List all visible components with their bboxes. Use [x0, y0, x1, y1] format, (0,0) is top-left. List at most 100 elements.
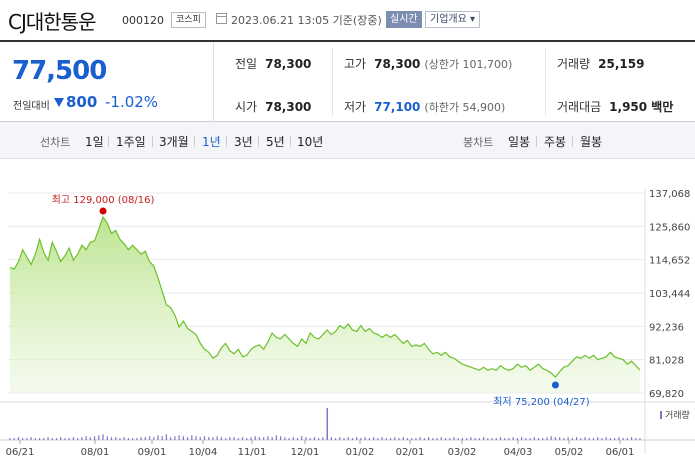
volume-bar — [347, 437, 349, 440]
volume-bar — [605, 437, 607, 440]
x-tick-label: 04/03 — [504, 447, 533, 458]
volume-bar — [427, 437, 430, 440]
realtime-button[interactable]: 실시간 — [386, 11, 422, 28]
x-tick-label: 12/01 — [291, 447, 320, 458]
divider — [332, 48, 333, 116]
volume-bar — [182, 436, 184, 440]
volume-bar — [351, 438, 354, 440]
stat-value: 77,100 — [374, 100, 421, 114]
volume-bar — [51, 438, 53, 440]
volume-bar — [394, 437, 396, 440]
volume-bar — [199, 437, 201, 440]
volume-bar — [318, 438, 320, 440]
current-price-panel: 77,500 전일대비 800 -1.02% — [0, 42, 214, 122]
volume-legend-label: 거래량 — [665, 411, 690, 421]
corp-info-dropdown[interactable]: 기업개요 ▾ — [425, 11, 480, 28]
volume-bar — [491, 438, 493, 440]
stock-code: 000120 — [122, 14, 164, 27]
volume-swatch — [660, 411, 662, 419]
volume-bar — [385, 438, 387, 440]
volume-bar — [292, 437, 294, 440]
volume-bar — [411, 438, 413, 440]
y-tick-label: 69,820 — [649, 389, 684, 400]
volume-bar — [487, 438, 489, 440]
volume-bar — [626, 438, 628, 440]
volume-bar — [216, 436, 218, 440]
candle-weekly[interactable]: 주봉 — [544, 135, 567, 149]
volume-bar — [432, 438, 434, 440]
candle-monthly[interactable]: 월봉 — [580, 135, 603, 149]
volume-bar — [13, 438, 15, 440]
period-5y[interactable]: 5년 — [266, 135, 285, 149]
volume-bar — [466, 438, 468, 440]
period-1y[interactable]: 1년 — [202, 135, 221, 149]
period-3y[interactable]: 3년 — [234, 135, 253, 149]
low-annotation: 최저 75,200 (04/27) — [493, 396, 589, 408]
period-10y[interactable]: 10년 — [297, 135, 324, 149]
volume-bar — [55, 438, 58, 440]
y-tick-label: 92,236 — [649, 322, 684, 333]
divider — [152, 136, 153, 147]
quote-datetime: 2023.06.21 13:05 기준(장중) — [231, 14, 382, 27]
price-line — [9, 215, 641, 378]
volume-spike-bar — [326, 407, 329, 440]
candle-daily[interactable]: 일봉 — [508, 135, 531, 149]
volume-bar — [588, 438, 590, 440]
volume-bar — [170, 437, 172, 440]
volume-bar — [136, 438, 138, 440]
volume-bar — [208, 437, 210, 440]
line-chart-label: 선차트 — [40, 136, 71, 149]
x-tick-label: 06/01 — [606, 447, 635, 458]
volume-bar — [186, 437, 189, 440]
volume-bar — [373, 437, 375, 440]
volume-bar — [263, 437, 265, 440]
x-tick-label: 02/01 — [396, 447, 425, 458]
stat-value: 78,300 — [265, 57, 312, 71]
volume-bar — [356, 437, 358, 440]
volume-bar — [68, 438, 70, 440]
volume-bar — [440, 437, 442, 440]
volume-bar — [635, 438, 637, 440]
price-chart-svg: 137,068 125,860 114,652 103,444 92,236 81,028… — [0, 189, 695, 458]
period-3m[interactable]: 3개월 — [159, 135, 189, 149]
volume-bars — [9, 407, 641, 440]
stat-prev-close: 전일 78,300 — [235, 55, 311, 72]
volume-bar — [609, 438, 612, 440]
volume-bar — [470, 437, 472, 440]
stock-name: CJ대한통운 — [8, 10, 96, 34]
y-tick-label: 114,652 — [649, 256, 690, 267]
period-selector: 선차트 1일 1주일 3개월 1년 3년 5년 10년 봉차트 일봉 주봉 월봉 — [0, 122, 695, 159]
x-tick-label: 10/04 — [189, 447, 218, 458]
stat-open: 시가 78,300 — [235, 98, 311, 115]
upper-limit: (상한가 101,700) — [424, 58, 513, 71]
current-price: 77,500 — [12, 56, 107, 86]
volume-bar — [559, 437, 561, 440]
x-tick-label: 01/02 — [346, 447, 375, 458]
volume-bar — [542, 438, 544, 440]
volume-bar — [123, 437, 125, 440]
stat-amount: 거래대금 1,950 백만 — [557, 98, 673, 115]
volume-bar — [575, 437, 578, 440]
period-1w[interactable]: 1주일 — [116, 135, 146, 149]
volume-bar — [229, 437, 231, 440]
volume-bar — [334, 438, 337, 440]
volume-bar — [512, 437, 514, 440]
volume-bar — [288, 438, 290, 440]
volume-bar — [165, 434, 168, 440]
x-tick-label: 06/21 — [6, 447, 35, 458]
volume-bar — [246, 438, 248, 440]
volume-bar — [554, 437, 557, 440]
volume-bar — [419, 437, 421, 440]
x-axis: 06/21 08/01 09/01 10/04 11/01 12/01 01/02 02/01… — [6, 440, 635, 458]
price-area — [10, 217, 640, 393]
volume-bar — [550, 436, 552, 440]
volume-bar — [174, 436, 176, 440]
volume-bar — [89, 437, 91, 440]
volume-bar — [482, 437, 485, 440]
period-1d[interactable]: 1일 — [85, 135, 104, 149]
volume-bar — [178, 435, 180, 440]
volume-bar — [478, 438, 480, 440]
volume-bar — [148, 436, 151, 440]
volume-bar — [284, 437, 286, 440]
volume-bar — [220, 437, 223, 440]
